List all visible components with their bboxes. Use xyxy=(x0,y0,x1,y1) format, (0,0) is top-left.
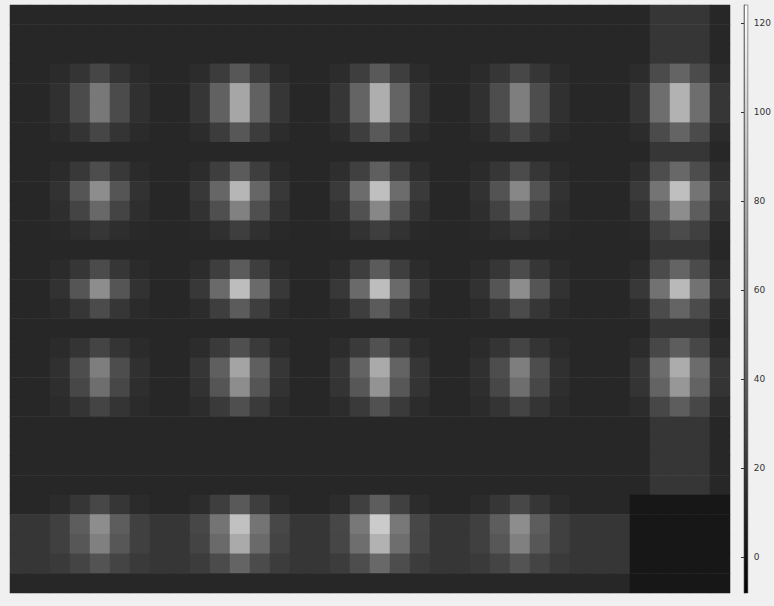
svg-text:100: 100 xyxy=(754,107,771,117)
svg-text:60: 60 xyxy=(754,285,766,295)
svg-text:0: 0 xyxy=(754,552,760,562)
svg-text:40: 40 xyxy=(754,374,766,384)
svg-text:20: 20 xyxy=(754,463,766,473)
svg-text:120: 120 xyxy=(754,18,771,28)
svg-text:80: 80 xyxy=(754,196,766,206)
